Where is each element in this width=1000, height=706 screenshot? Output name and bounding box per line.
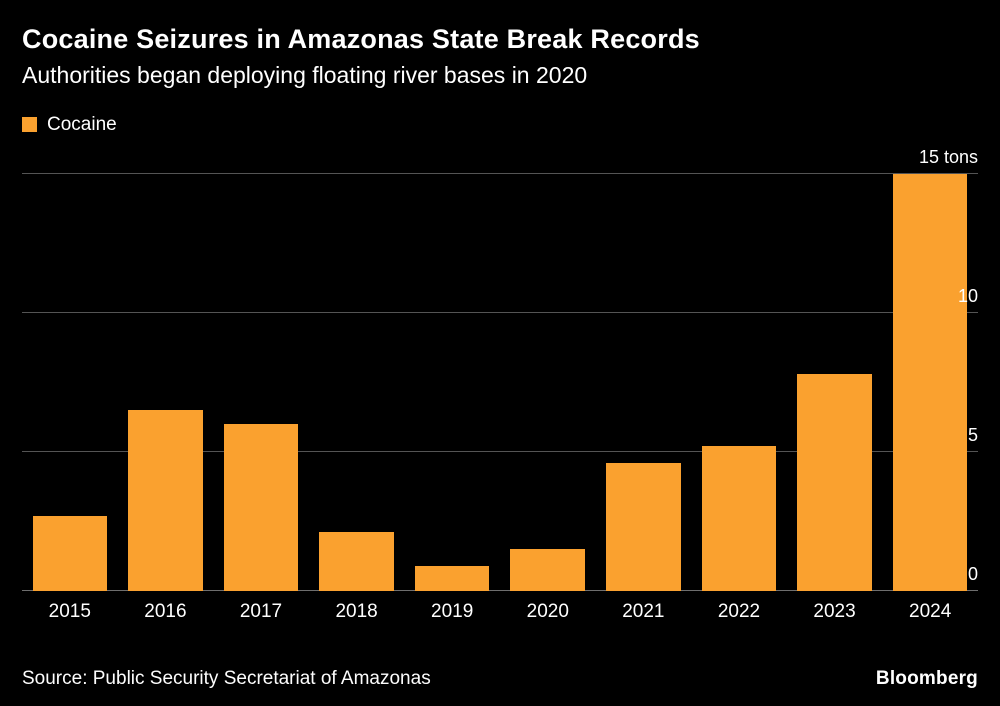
bar-slot [404,174,500,591]
bar-2022 [701,446,777,591]
x-tick-label: 2015 [48,600,91,622]
y-tick-label: 0 [967,563,978,584]
y-tick-label: 10 [957,285,978,306]
x-tick-label: 2019 [431,600,474,622]
x-tick-label: 2024 [909,600,952,622]
bar-slot [500,174,596,591]
bloomberg-logo: Bloomberg [875,668,978,689]
source-note: Source: Public Security Secretariat of A… [22,668,431,689]
bar-2019 [414,565,490,591]
gridline [22,311,978,313]
y-tick-label: 15 tons [918,146,978,167]
bar-slot [596,174,692,591]
bar-2023 [797,373,872,591]
legend: Cocaine [22,114,978,136]
y-tick-label: 5 [967,424,978,445]
bar-2018 [319,532,394,591]
x-tick-label: 2016 [144,600,187,622]
bar-2017 [223,423,299,591]
x-tick-label: 2020 [526,600,569,622]
bar-2015 [32,515,108,591]
x-tick-label: 2021 [622,600,665,622]
bar-2020 [510,548,586,591]
bar-slot [882,173,978,591]
x-tick-label: 2023 [813,600,856,622]
plot-area: 0 5 10 15 tons [22,147,978,591]
bar-2016 [128,409,203,591]
bar-slot [213,174,309,591]
chart-title: Cocaine Seizures in Amazonas State Break… [22,24,700,54]
footer: Source: Public Security Secretariat of A… [22,668,978,690]
gridline [22,450,978,452]
chart-subtitle: Authorities began deploying floating riv… [22,62,588,89]
x-tick-label: 2017 [239,600,283,622]
bar-2024 [892,173,968,591]
bar-series [22,173,978,591]
bar-slot [309,174,405,591]
gridline [22,589,978,591]
bar-slot [691,174,787,591]
x-tick-label: 2018 [335,600,378,622]
legend-label: Cocaine [47,113,117,135]
x-axis: 2015 2016 2017 2018 2019 2020 2021 2022 2023 2024 [22,601,978,623]
gridline [22,172,978,174]
x-tick-label: 2022 [717,600,761,622]
bar-slot [22,174,118,591]
bar-2021 [606,462,681,591]
bar-slot [787,174,883,591]
bar-slot [118,174,214,591]
legend-swatch-icon [22,117,37,133]
